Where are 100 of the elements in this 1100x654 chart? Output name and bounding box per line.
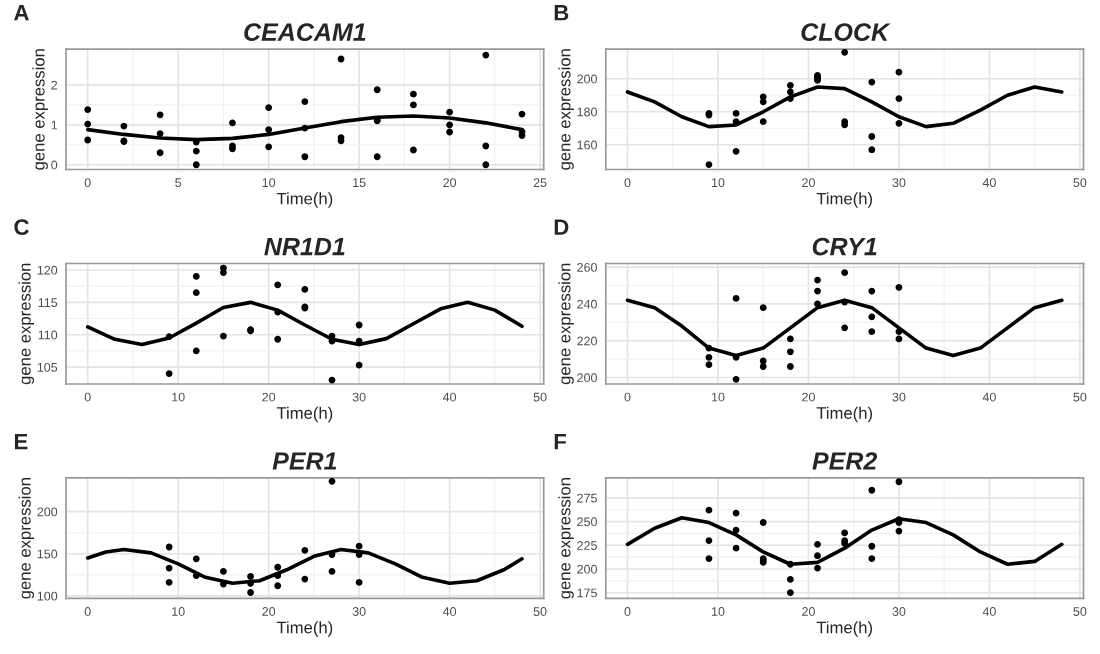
point — [759, 363, 767, 370]
point — [165, 370, 173, 377]
point — [868, 486, 876, 494]
point — [301, 98, 309, 106]
point — [814, 300, 821, 308]
point — [84, 106, 92, 114]
point — [192, 572, 200, 580]
text: B — [554, 5, 569, 21]
point — [786, 560, 794, 568]
text: F — [554, 433, 567, 450]
point — [705, 555, 713, 562]
y-axis-title: gene expression — [32, 49, 48, 170]
x-axis-title: Time(h) — [816, 621, 873, 637]
point — [355, 361, 363, 369]
point — [814, 276, 821, 284]
point — [895, 284, 903, 291]
point — [841, 298, 849, 306]
point — [895, 119, 903, 127]
y-axis-title: gene expression — [558, 49, 574, 170]
point — [156, 130, 164, 138]
point — [786, 88, 794, 96]
point — [895, 328, 903, 335]
point — [732, 295, 740, 302]
point — [355, 579, 363, 586]
point — [84, 136, 92, 144]
line-series — [85, 300, 524, 347]
point — [328, 477, 336, 485]
point — [265, 143, 273, 151]
point — [156, 149, 164, 157]
point — [301, 546, 309, 554]
point — [165, 333, 173, 341]
point — [732, 147, 740, 155]
point — [705, 353, 713, 361]
point — [220, 568, 227, 575]
point — [192, 161, 200, 169]
x-axis-title: Time(h) — [816, 406, 873, 423]
point — [868, 555, 876, 562]
point — [446, 128, 454, 136]
point — [410, 146, 417, 154]
chart-title: PER2 — [812, 452, 878, 470]
point — [247, 589, 254, 596]
point — [814, 540, 821, 548]
point — [895, 95, 903, 102]
y-axis-title: gene expression — [558, 478, 574, 599]
chart-title: CRY1 — [812, 237, 877, 256]
point — [328, 568, 336, 575]
x-axis-title: Time(h) — [276, 621, 333, 637]
chart-title: NR1D1 — [264, 237, 345, 256]
text: C — [14, 219, 29, 236]
x-axis-title: Time(h) — [816, 192, 873, 208]
y-axis-title: gene expression — [18, 478, 35, 599]
point — [868, 542, 876, 550]
point — [841, 49, 849, 56]
point — [373, 86, 381, 94]
point — [814, 552, 821, 560]
point — [786, 81, 794, 89]
point — [895, 478, 903, 486]
point — [410, 101, 417, 109]
point — [247, 573, 254, 580]
point — [868, 78, 876, 86]
point — [274, 563, 282, 571]
point — [446, 121, 454, 129]
point — [705, 361, 713, 369]
chart-title: CLOCK — [801, 23, 891, 41]
y-axis-title: gene expression — [558, 263, 574, 385]
chart-title: PER1 — [272, 452, 337, 470]
point — [355, 542, 363, 550]
point — [156, 111, 164, 119]
point — [301, 286, 309, 293]
point — [759, 98, 767, 106]
point — [868, 328, 876, 335]
point — [220, 269, 227, 276]
point — [192, 347, 200, 355]
point — [410, 90, 417, 98]
point — [759, 304, 767, 312]
point — [373, 153, 381, 161]
point — [192, 147, 200, 155]
line-series — [85, 547, 524, 586]
point — [446, 108, 454, 116]
point — [165, 579, 173, 586]
point — [786, 95, 794, 102]
point — [301, 153, 309, 161]
point — [482, 161, 490, 169]
point — [759, 118, 767, 126]
point — [895, 68, 903, 76]
point — [786, 348, 794, 356]
point — [841, 269, 849, 277]
point — [84, 120, 92, 128]
x-axis-title: Time(h) — [276, 192, 333, 208]
point — [786, 589, 794, 597]
text: D — [554, 219, 569, 235]
point — [705, 537, 713, 544]
point — [192, 555, 200, 563]
point — [192, 289, 200, 297]
point — [841, 529, 849, 537]
point — [265, 104, 273, 112]
chart-title: CEACAM1 — [244, 23, 366, 41]
point — [274, 281, 282, 289]
point — [759, 519, 767, 526]
line-series — [625, 298, 1064, 358]
